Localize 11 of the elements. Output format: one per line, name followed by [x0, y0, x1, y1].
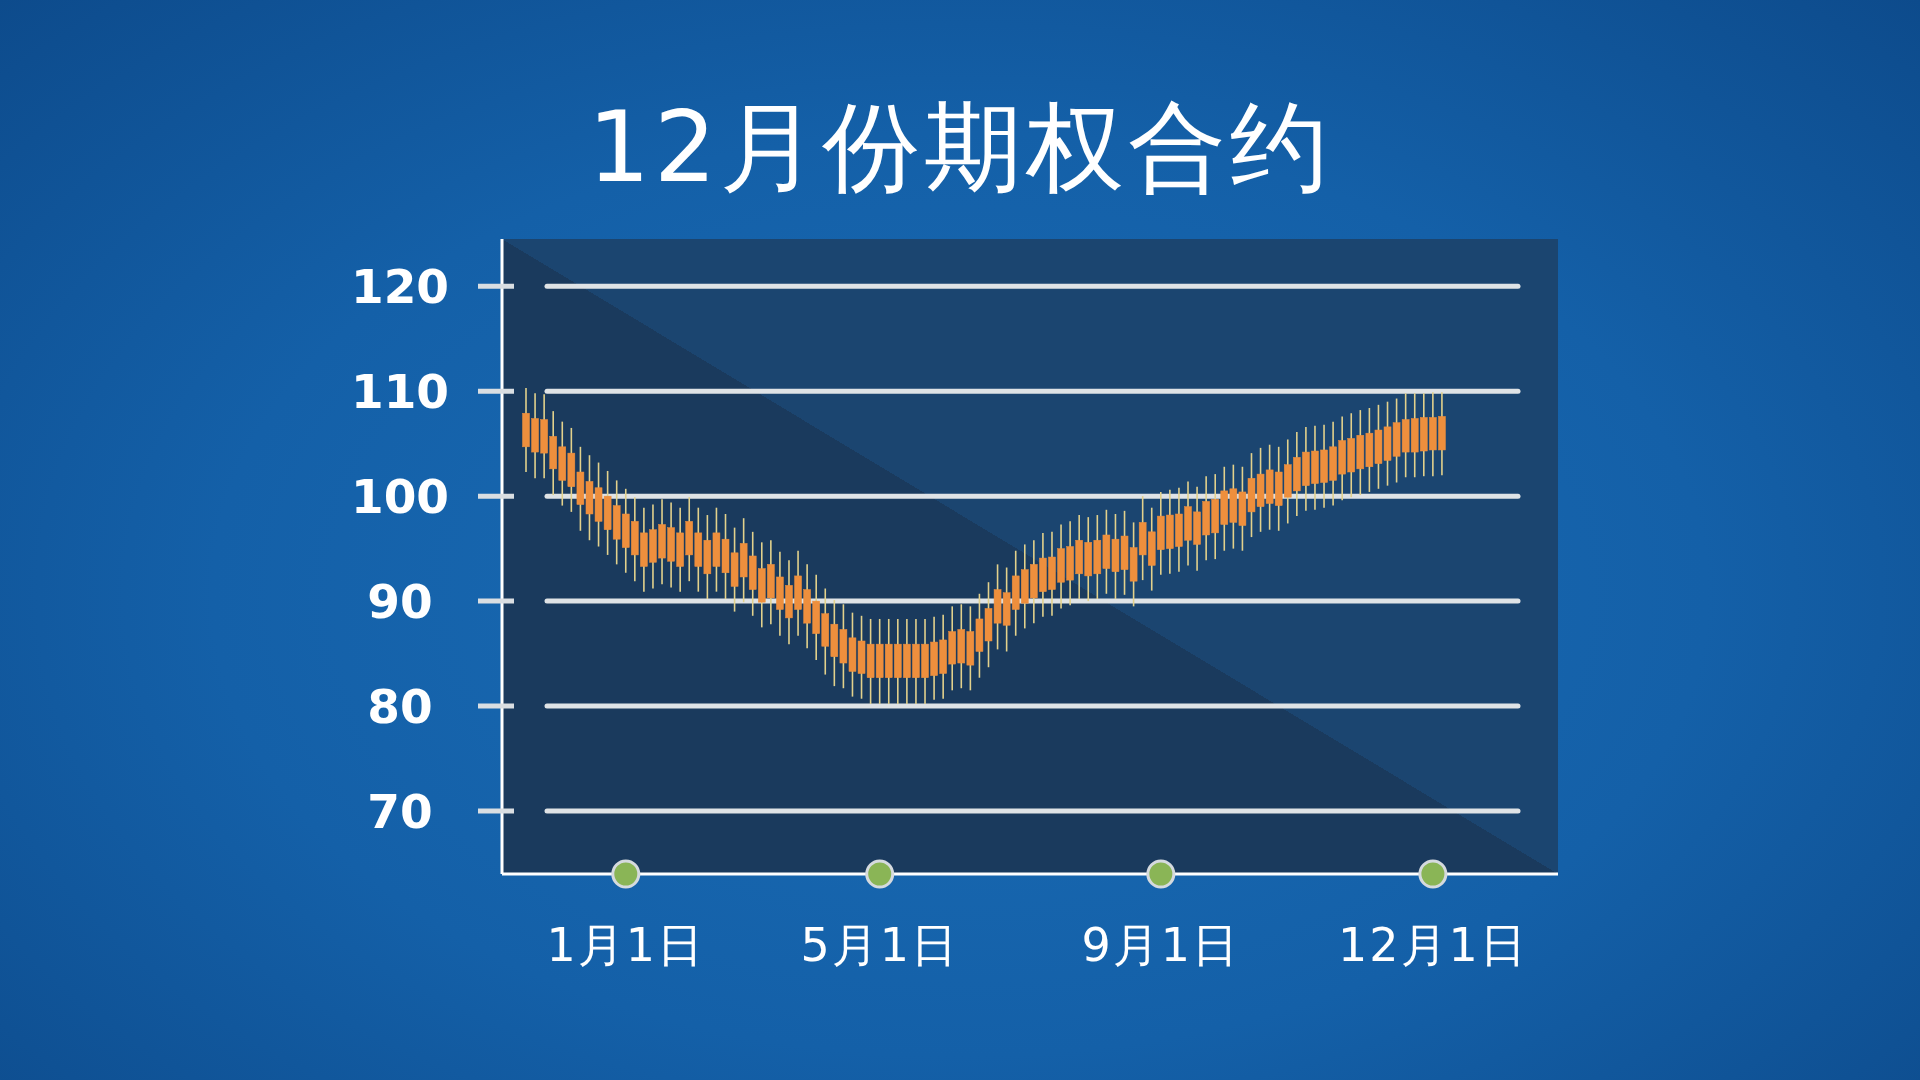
x-tick-label: 9月1日 [1081, 918, 1241, 972]
y-tick-label: 90 [367, 573, 433, 629]
x-tick-label: 5月1日 [800, 918, 959, 972]
y-tick-label: 100 [350, 468, 450, 524]
y-tick-label: 80 [367, 678, 433, 734]
chart-title: 12月份期权合约 [587, 89, 1333, 206]
y-tick-label: 120 [350, 258, 450, 314]
x-tick-label: 12月1日 [1337, 918, 1528, 972]
y-tick-label: 70 [367, 783, 433, 839]
y-tick-label: 110 [350, 363, 450, 419]
x-tick-label: 1月1日 [546, 918, 706, 972]
